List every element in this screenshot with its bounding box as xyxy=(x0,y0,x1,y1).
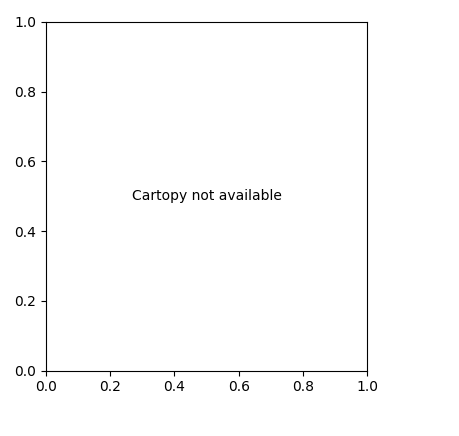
Text: Cartopy not available: Cartopy not available xyxy=(132,189,281,203)
